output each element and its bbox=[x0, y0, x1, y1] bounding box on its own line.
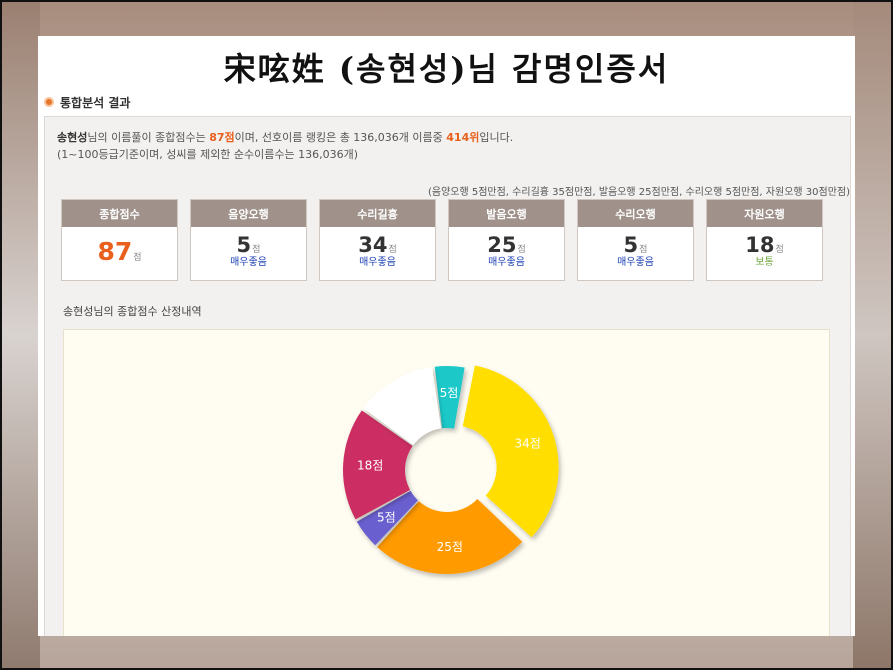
score-box-jawon: 자원오행 18점 보통 bbox=[706, 199, 823, 281]
certificate-paper: 宋呟姓 (송현성)님 감명인증서 통합분석 결과 송현성님의 이름풀이 종합점수… bbox=[38, 36, 855, 636]
summary-text: 송현성님의 이름풀이 종합점수는 87점이며, 선호이름 랭킹은 총 136,0… bbox=[57, 129, 513, 163]
summary-name: 송현성 bbox=[57, 131, 88, 144]
score-unit: 점 bbox=[133, 253, 142, 263]
score-grade: 보통 bbox=[755, 257, 774, 268]
certificate-title: 宋呟姓 (송현성)님 감명인증서 bbox=[223, 50, 670, 88]
score-value: 5 bbox=[623, 233, 639, 257]
donut-slice-label: 25점 bbox=[437, 540, 463, 554]
donut-slice bbox=[462, 365, 559, 538]
summary-line-1: 송현성님의 이름풀이 종합점수는 87점이며, 선호이름 랭킹은 총 136,0… bbox=[57, 129, 513, 146]
bullet-circle-icon bbox=[44, 97, 54, 107]
score-grade: 매우좋음 bbox=[488, 257, 525, 268]
summary-total-score: 87점 bbox=[209, 131, 235, 144]
summary-text-1: 님의 이름풀이 종합점수는 bbox=[87, 131, 210, 144]
score-value: 87 bbox=[97, 237, 133, 266]
score-box-label: 수리오행 bbox=[578, 200, 693, 227]
score-box-label: 자원오행 bbox=[707, 200, 822, 227]
score-unit: 점 bbox=[517, 245, 526, 255]
score-box-label: 음양오행 bbox=[191, 200, 306, 227]
analysis-panel: 송현성님의 이름풀이 종합점수는 87점이며, 선호이름 랭킹은 총 136,0… bbox=[44, 116, 851, 636]
donut-slice-label: 34점 bbox=[515, 436, 541, 450]
donut-slice bbox=[377, 498, 523, 574]
score-unit: 점 bbox=[775, 245, 784, 255]
score-value: 25 bbox=[487, 233, 517, 257]
donut-slice bbox=[356, 490, 419, 546]
donut-slice-label: 18점 bbox=[357, 459, 383, 473]
score-grade: 매우좋음 bbox=[359, 257, 396, 268]
score-unit: 점 bbox=[388, 245, 397, 255]
donut-slice-label: 5점 bbox=[440, 386, 459, 400]
section-title: 통합분석 결과 bbox=[60, 95, 131, 110]
score-box-total: 종합점수 87점 bbox=[61, 199, 178, 281]
donut-slice bbox=[343, 410, 413, 520]
breakdown-text: 님의 종합점수 산정내역 bbox=[93, 305, 202, 318]
score-value: 18 bbox=[745, 233, 775, 257]
section-header: 통합분석 결과 bbox=[44, 93, 130, 111]
donut-chart: 5점 34점 25점 5점 18점 bbox=[343, 365, 559, 574]
background-right bbox=[853, 0, 893, 670]
background-left bbox=[0, 0, 40, 670]
score-grade: 매우좋음 bbox=[617, 257, 654, 268]
score-box-label: 수리길흉 bbox=[320, 200, 435, 227]
score-grade: 매우좋음 bbox=[230, 257, 267, 268]
score-unit: 점 bbox=[639, 245, 648, 255]
chart-container: 5점 34점 25점 5점 18점 bbox=[63, 329, 830, 636]
summary-rank: 414위 bbox=[446, 131, 480, 144]
summary-line-2: (1~100등급기준이며, 성씨를 제외한 순수이름수는 136,036개) bbox=[57, 148, 359, 161]
donut-slice bbox=[434, 366, 465, 429]
score-box-label: 발음오행 bbox=[449, 200, 564, 227]
criteria-note: (음양오행 5점만점, 수리길흉 35점만점, 발음오행 25점만점, 수리오행… bbox=[427, 187, 850, 198]
summary-text-2: 이며, 선호이름 랭킹은 총 136,036개 이름중 bbox=[234, 131, 447, 144]
score-box-label: 종합점수 bbox=[62, 200, 177, 227]
donut-slice bbox=[363, 367, 441, 446]
donut-slice-label: 5점 bbox=[377, 511, 396, 525]
score-unit: 점 bbox=[252, 245, 261, 255]
breakdown-label: 송현성님의 종합점수 산정내역 bbox=[63, 303, 202, 319]
breakdown-name: 송현성 bbox=[63, 305, 94, 318]
score-value: 5 bbox=[236, 233, 252, 257]
score-value: 34 bbox=[358, 233, 388, 257]
score-boxes: 종합점수 87점 음양오행 5점 매우좋음 수리길흉 34점 매우좋음 발음오행 2… bbox=[61, 199, 823, 281]
summary-text-3: 입니다. bbox=[479, 131, 514, 144]
